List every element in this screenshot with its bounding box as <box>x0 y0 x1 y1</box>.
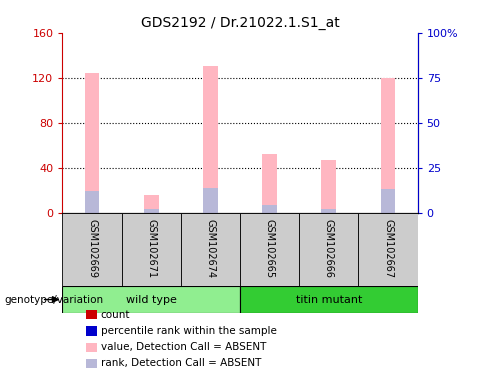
Bar <box>240 286 418 313</box>
Title: GDS2192 / Dr.21022.1.S1_at: GDS2192 / Dr.21022.1.S1_at <box>141 16 339 30</box>
Bar <box>299 213 359 286</box>
Bar <box>262 205 277 213</box>
Text: rank, Detection Call = ABSENT: rank, Detection Call = ABSENT <box>101 358 261 368</box>
Bar <box>181 213 240 286</box>
Bar <box>62 213 121 286</box>
Bar <box>359 213 418 286</box>
Text: GSM102667: GSM102667 <box>383 219 393 278</box>
Text: titin mutant: titin mutant <box>296 295 362 305</box>
Bar <box>322 160 336 213</box>
Text: count: count <box>101 310 130 320</box>
Bar <box>203 66 218 213</box>
Text: wild type: wild type <box>126 295 177 305</box>
Bar <box>322 209 336 213</box>
Bar <box>240 213 299 286</box>
Text: GSM102674: GSM102674 <box>205 219 216 278</box>
Text: GSM102666: GSM102666 <box>324 219 334 278</box>
Text: GSM102665: GSM102665 <box>264 219 275 278</box>
Text: GSM102669: GSM102669 <box>87 219 97 278</box>
Bar <box>62 286 240 313</box>
Bar <box>381 189 396 213</box>
Bar <box>121 213 181 286</box>
Text: value, Detection Call = ABSENT: value, Detection Call = ABSENT <box>101 342 266 352</box>
Bar <box>84 73 99 213</box>
Bar <box>262 154 277 213</box>
Text: GSM102671: GSM102671 <box>146 219 156 278</box>
Bar <box>203 188 218 213</box>
Text: genotype/variation: genotype/variation <box>5 295 104 305</box>
Text: percentile rank within the sample: percentile rank within the sample <box>101 326 276 336</box>
Bar <box>144 209 158 213</box>
Bar <box>84 190 99 213</box>
Bar <box>144 195 158 213</box>
Bar <box>381 78 396 213</box>
